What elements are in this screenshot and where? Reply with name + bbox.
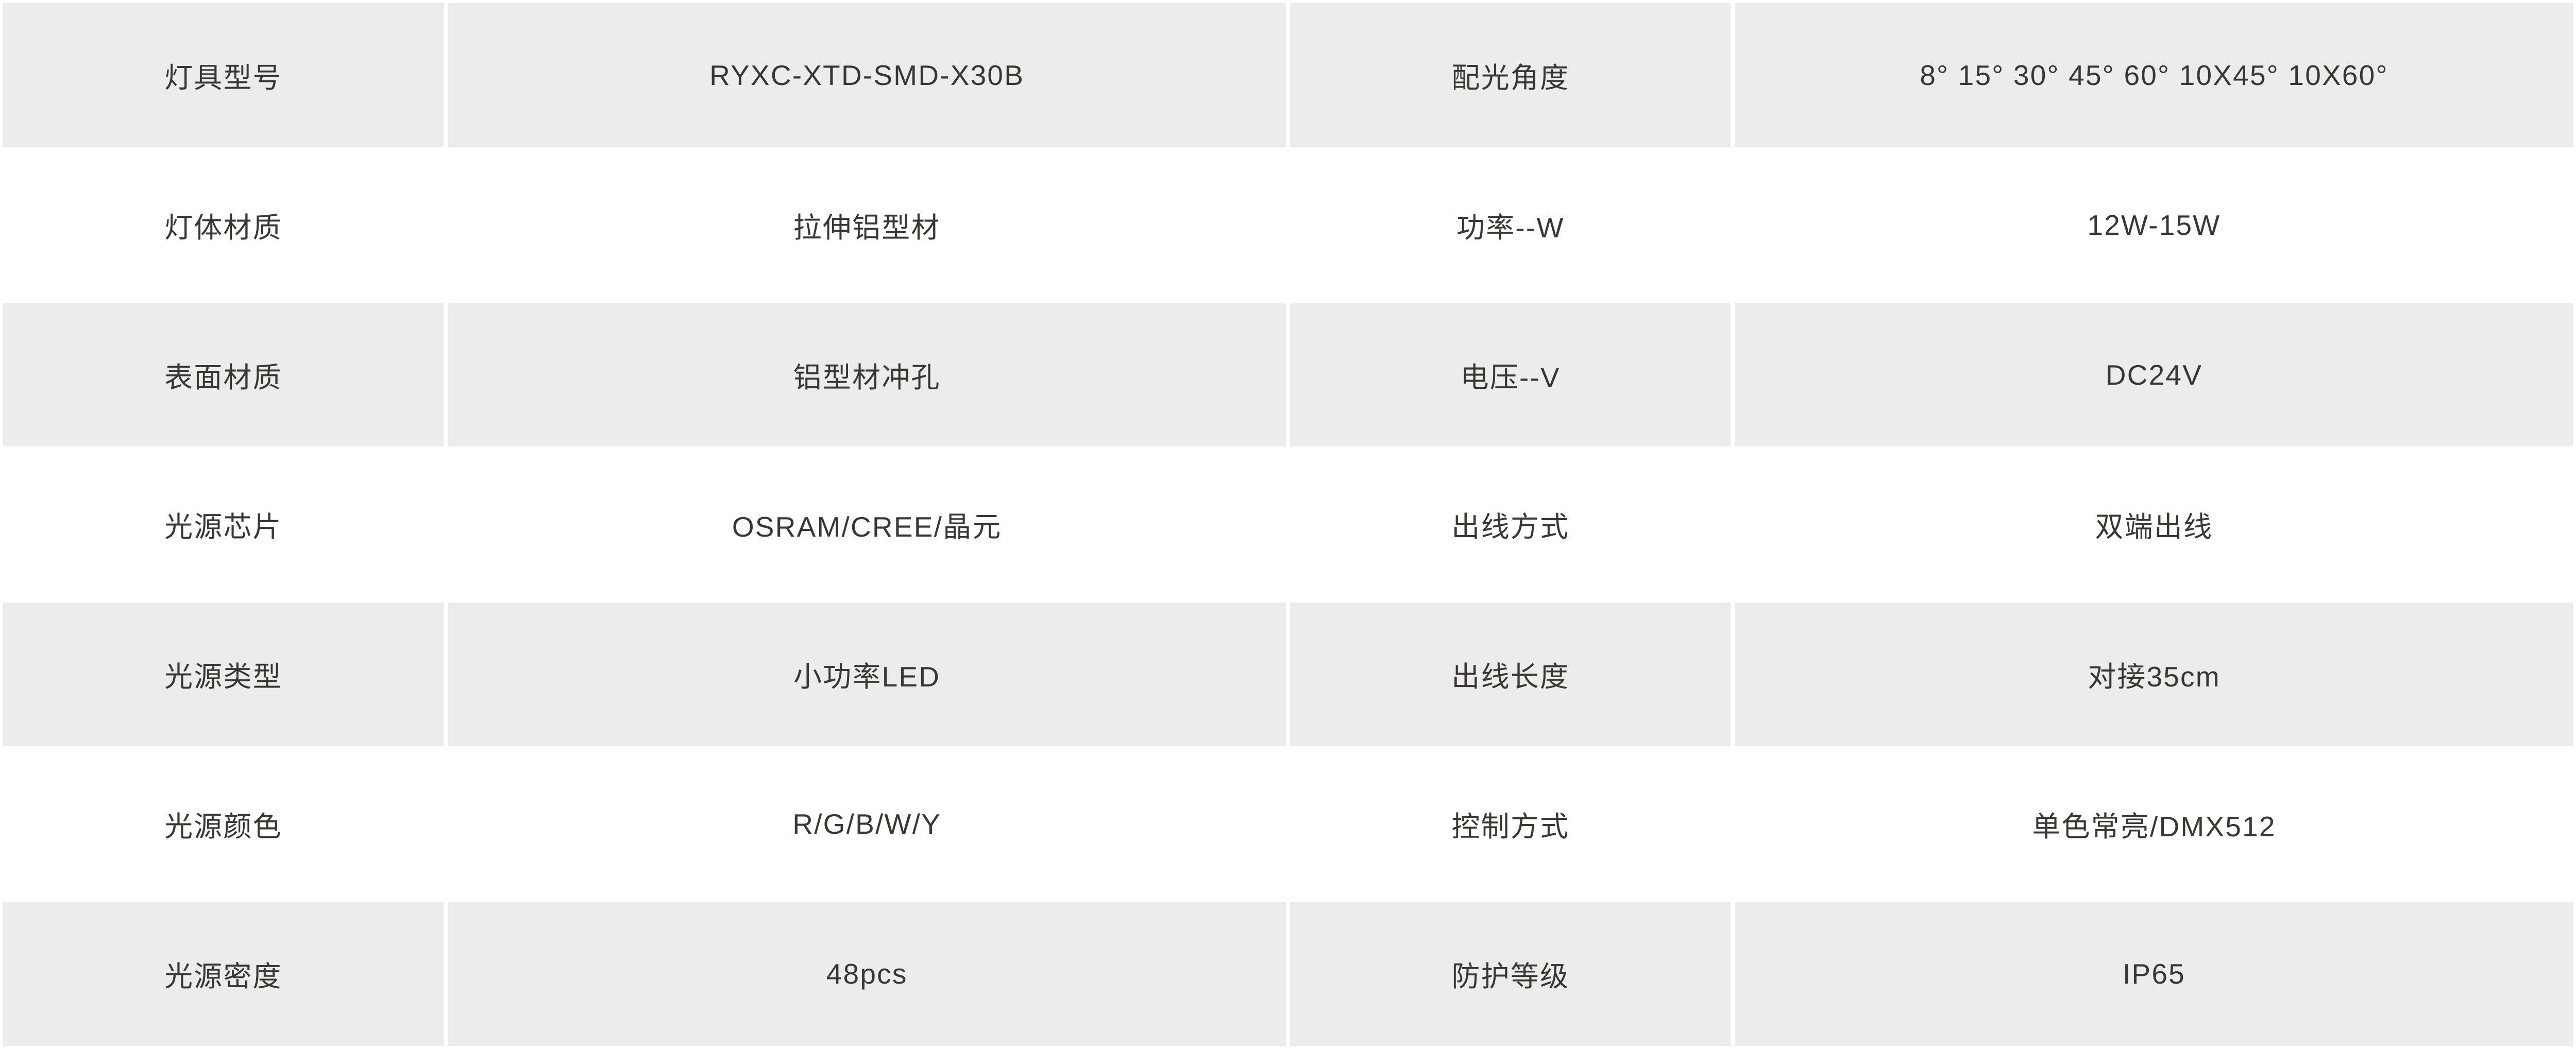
label-lamp-model: 灯具型号 [3,3,444,147]
value-body-material: 拉伸铝型材 [448,153,1286,297]
value-led-chip: OSRAM/CREE/晶元 [448,453,1286,596]
label-wire-length: 出线长度 [1290,602,1731,746]
value-voltage: DC24V [1735,303,2573,446]
value-light-source-color: R/G/B/W/Y [448,752,1286,896]
value-led-density: 48pcs [448,902,1286,1046]
value-beam-angle: 8° 15° 30° 45° 60° 10X45° 10X60° [1735,3,2573,147]
label-led-chip: 光源芯片 [3,453,444,596]
value-wiring-method: 双端出线 [1735,453,2573,596]
label-wiring-method: 出线方式 [1290,453,1731,596]
label-body-material: 灯体材质 [3,153,444,297]
value-wire-length: 对接35cm [1735,602,2573,746]
label-power: 功率--W [1290,153,1731,297]
label-surface-material: 表面材质 [3,303,444,446]
value-control-method: 单色常亮/DMX512 [1735,752,2573,896]
label-light-source-color: 光源颜色 [3,752,444,896]
label-control-method: 控制方式 [1290,752,1731,896]
value-lamp-model: RYXC-XTD-SMD-X30B [448,3,1286,147]
value-light-source-type: 小功率LED [448,602,1286,746]
label-ip-rating: 防护等级 [1290,902,1731,1046]
value-ip-rating: IP65 [1735,902,2573,1046]
label-beam-angle: 配光角度 [1290,3,1731,147]
value-surface-material: 铝型材冲孔 [448,303,1286,446]
label-led-density: 光源密度 [3,902,444,1046]
value-power: 12W-15W [1735,153,2573,297]
label-light-source-type: 光源类型 [3,602,444,746]
label-voltage: 电压--V [1290,303,1731,446]
